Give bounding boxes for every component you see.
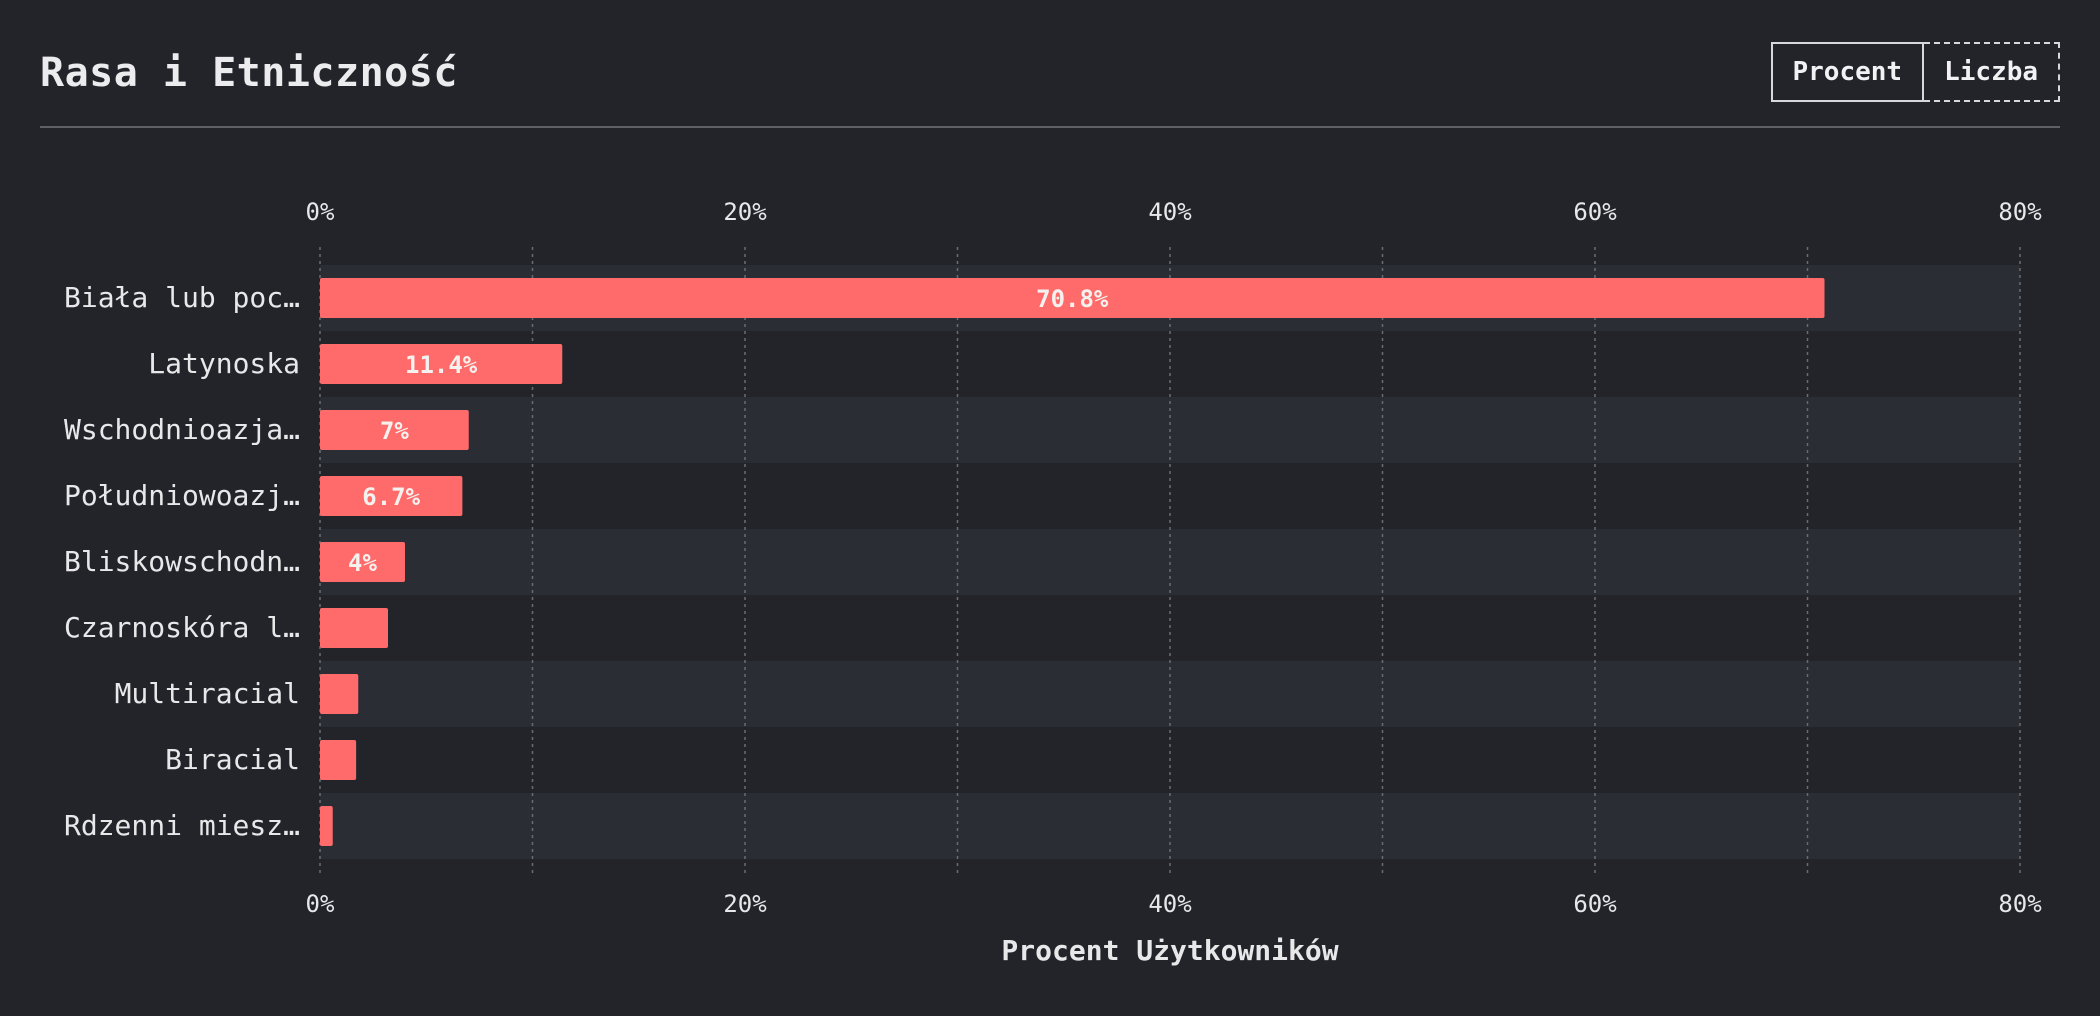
count-toggle-button[interactable]: Liczba bbox=[1924, 42, 2060, 102]
x-tick-label-bottom: 40% bbox=[1148, 890, 1192, 918]
x-tick-label-top: 20% bbox=[723, 198, 767, 226]
bar bbox=[320, 674, 359, 714]
bar bbox=[320, 344, 563, 384]
bar bbox=[320, 608, 388, 648]
bar-value-label: 7% bbox=[380, 417, 409, 445]
row-band bbox=[320, 793, 2020, 859]
bar-value-label: 4% bbox=[348, 549, 377, 577]
x-tick-label-top: 40% bbox=[1148, 198, 1192, 226]
x-axis-title: Procent Użytkowników bbox=[1001, 934, 1338, 967]
percent-toggle-button[interactable]: Procent bbox=[1770, 42, 1925, 102]
category-label: Biała lub poc… bbox=[64, 281, 300, 314]
category-label: Rdzenni miesz… bbox=[64, 809, 300, 842]
x-tick-label-bottom: 20% bbox=[723, 890, 767, 918]
category-label: Multiracial bbox=[115, 677, 300, 710]
category-label: Biracial bbox=[165, 743, 300, 776]
chart-header: Rasa i Etniczność Procent Liczba bbox=[40, 40, 2060, 128]
bar bbox=[320, 410, 469, 450]
category-label: Czarnoskóra l… bbox=[64, 611, 300, 644]
bar bbox=[320, 806, 333, 846]
category-label: Wschodnioazja… bbox=[64, 413, 300, 446]
bar bbox=[320, 278, 1825, 318]
x-tick-label-top: 80% bbox=[1998, 198, 2042, 226]
category-label: Bliskowschodn… bbox=[64, 545, 300, 578]
category-label: Południowoazj… bbox=[64, 479, 300, 512]
bar bbox=[320, 542, 405, 582]
metric-toggle: Procent Liczba bbox=[1770, 42, 2060, 102]
bar-value-label: 70.8% bbox=[1036, 285, 1109, 313]
bar-chart: 0% 0% 20% 20% 40% 40% 60% 60% 80% 80% Biała lub po… bbox=[64, 198, 2042, 967]
bar bbox=[320, 740, 357, 780]
bar-value-label: 6.7% bbox=[362, 483, 420, 511]
x-tick-label-bottom: 60% bbox=[1573, 890, 1617, 918]
bar-value-label: 11.4% bbox=[405, 351, 478, 379]
x-tick-label-top: 0% bbox=[306, 198, 335, 226]
x-tick-label-bottom: 80% bbox=[1998, 890, 2042, 918]
bar bbox=[320, 476, 463, 516]
category-label: Latynoska bbox=[148, 347, 300, 380]
x-tick-label-top: 60% bbox=[1573, 198, 1617, 226]
page-title: Rasa i Etniczność bbox=[40, 50, 458, 96]
x-tick-label-bottom: 0% bbox=[306, 890, 335, 918]
